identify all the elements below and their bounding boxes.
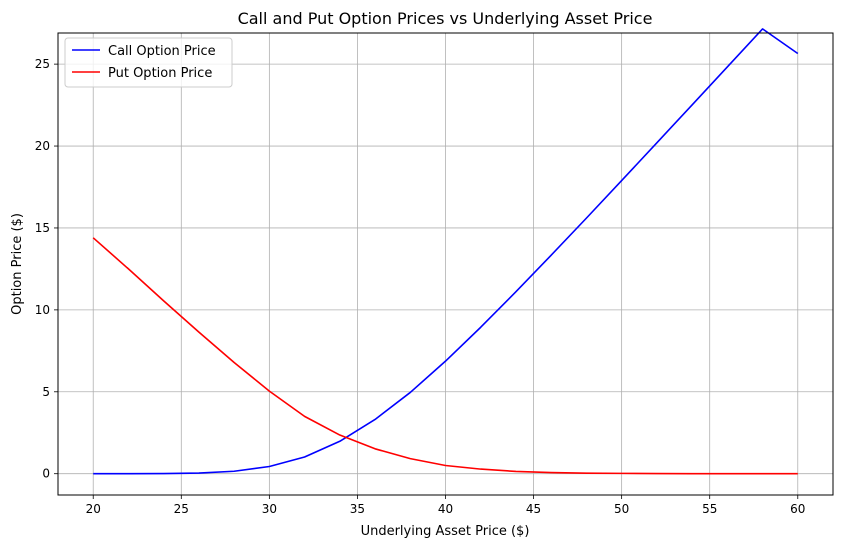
call-option-line xyxy=(93,28,799,475)
x-tick-label: 45 xyxy=(526,502,541,516)
x-tick-label: 40 xyxy=(438,502,453,516)
x-tick-label: 50 xyxy=(614,502,629,516)
y-tick-label: 15 xyxy=(35,221,50,235)
legend-box xyxy=(64,37,233,88)
put-option-line xyxy=(92,237,798,475)
x-tick-label: 20 xyxy=(86,502,101,516)
y-tick-label: 0 xyxy=(42,467,50,481)
y-tick-label: 10 xyxy=(35,303,50,317)
x-tick-label: 35 xyxy=(350,502,365,516)
legend-label-call: Call Option Price xyxy=(108,44,216,59)
tick-layer: 20 25 30 35 40 45 50 55 60 0 5 10 15 20 25 xyxy=(35,57,806,516)
legend: Call Option Price Put Option Price xyxy=(64,37,233,88)
series-layer xyxy=(92,28,799,475)
x-tick-label: 30 xyxy=(262,502,277,516)
legend-label-put: Put Option Price xyxy=(108,66,212,81)
x-axis-label: Underlying Asset Price ($) xyxy=(361,524,530,539)
chart-title: Call and Put Option Prices vs Underlying… xyxy=(238,9,653,28)
y-tick-label: 20 xyxy=(35,139,50,153)
x-tick-label: 25 xyxy=(174,502,189,516)
x-tick-label: 55 xyxy=(702,502,717,516)
x-tick-label: 60 xyxy=(790,502,805,516)
y-tick-label: 5 xyxy=(42,385,50,399)
y-axis-label: Option Price ($) xyxy=(10,213,25,315)
y-tick-label: 25 xyxy=(35,57,50,71)
grid-layer xyxy=(58,33,833,495)
